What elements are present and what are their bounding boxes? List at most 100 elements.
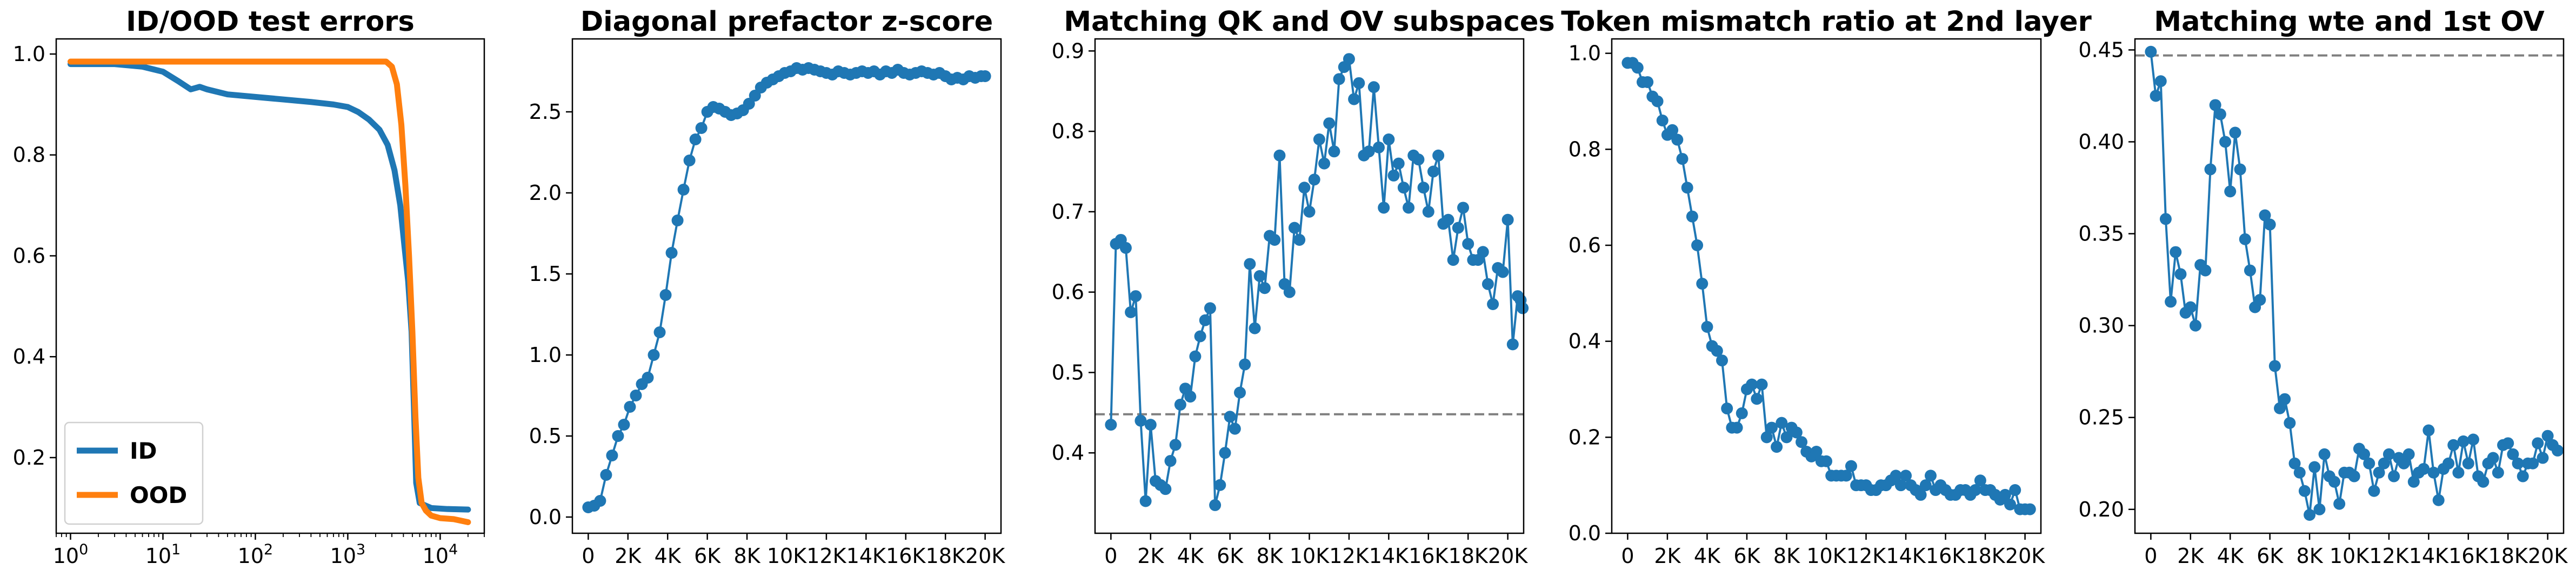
chart-4-data-point (1651, 95, 1664, 108)
chart-5-data-point (2304, 508, 2316, 521)
chart-3-series-1-line (1110, 58, 1524, 506)
chart-5-data-point (2487, 452, 2499, 464)
chart-3-data-point (1363, 145, 1375, 158)
chart-4-xtick-label: 16K (1926, 544, 1966, 568)
chart-5-data-point (2368, 485, 2380, 497)
chart-5: Matching wte and 1st OV 0 2K 4K 6K 8K 10K 12K 14… (2078, 6, 2568, 568)
chart-4-frame (1611, 38, 2042, 534)
chart-2-data-point (606, 450, 618, 461)
chart-3-data-point (1269, 233, 1281, 246)
chart-2-xtick-label: 2K (615, 544, 642, 568)
chart-2-data-point (618, 419, 630, 431)
chart-5-data-point (2532, 437, 2544, 450)
chart-1-xtick-label: 101 (145, 541, 181, 568)
chart-3-data-point (1288, 222, 1300, 234)
chart-5-data-point (2174, 268, 2187, 280)
chart-5-data-point (2293, 466, 2306, 479)
chart-5-data-point (2159, 213, 2172, 225)
chart-2-data-point (671, 214, 684, 226)
chart-5-ytick-label: 0.30 (2078, 314, 2124, 338)
chart-4-xtick-label: 10K (1806, 544, 1846, 568)
chart-4-ytick-label: 0.6 (1569, 233, 1601, 257)
chart-2-data-point (624, 401, 636, 413)
chart-3-data-point (1397, 182, 1410, 194)
chart-4-data-point (1676, 153, 1689, 165)
chart-5-data-point (2204, 163, 2217, 176)
chart-4-data-point (1721, 403, 1733, 415)
chart-5-data-point (2209, 99, 2221, 111)
chart-2-series-1-line (587, 67, 986, 508)
chart-4-data-point (1924, 470, 1937, 482)
chart-4-data-point (1840, 470, 1852, 482)
chart-3-data-point (1328, 145, 1340, 158)
chart-4-data-point (1736, 407, 1748, 419)
chart-5-data-point (2512, 457, 2524, 470)
chart-5-data-point (2418, 462, 2430, 475)
chart-4-data-point (1771, 441, 1783, 453)
chart-5-data-point (2388, 470, 2400, 482)
chart-3-data-point (1204, 302, 1216, 314)
chart-4-data-point (1780, 431, 1793, 444)
chart-5-data-point (2373, 466, 2385, 479)
chart-3-data-point (1293, 233, 1306, 246)
chart-5-data-point (2234, 163, 2246, 176)
chart-4-xtick-label: 8K (1773, 544, 1800, 568)
chart-5-data-point (2527, 457, 2539, 470)
chart-3-data-point (1343, 53, 1355, 65)
chart-4-data-point (1820, 455, 1832, 467)
chart-5-data-point (2358, 448, 2371, 460)
chart-2-data-point (677, 184, 690, 196)
chart-2-xtick-label: 20K (965, 544, 1005, 568)
chart-1-title: ID/OOD test errors (126, 6, 415, 38)
chart-5-data-point (2363, 457, 2375, 470)
chart-3-data-point (1432, 149, 1445, 162)
chart-4-data-point (1900, 470, 1912, 482)
chart-5-data-point (2254, 294, 2266, 306)
chart-4: Token mismatch ratio at 2nd layer 0 2K 4K 6K… (1561, 6, 2092, 568)
chart-2-xtick-label: 10K (767, 544, 807, 568)
chart-3-data-point (1258, 282, 1271, 294)
chart-3-xtick-label: 0 (1104, 544, 1117, 568)
chart-3-data-point (1318, 157, 1331, 170)
chart-4-ytick-label: 0.8 (1569, 137, 1601, 161)
chart-3-data-point (1139, 495, 1152, 507)
chart-1-xtick-label: 100 (53, 541, 89, 568)
chart-3-xtick-label: 4K (1177, 544, 1204, 568)
chart-3-data-point (1209, 499, 1222, 511)
chart-3-data-point (1487, 298, 1499, 310)
chart-4-ytick-label: 0.2 (1569, 425, 1601, 449)
chart-2-title: Diagonal prefactor z-score (580, 6, 993, 38)
chart-5-data-point (2427, 466, 2440, 479)
chart-3-data-point (1372, 141, 1385, 153)
chart-5-data-point (2378, 457, 2390, 470)
chart-4-data-point (1631, 62, 1644, 74)
chart-2-data-point (695, 122, 708, 134)
chart-3-data-point (1457, 202, 1470, 214)
chart-2-data-point (648, 349, 660, 361)
chart-5-data-point (2308, 461, 2321, 473)
chart-4-data-point (1671, 133, 1684, 146)
chart-3-ytick-label: 0.6 (1052, 280, 1084, 304)
chart-3-data-point (1273, 149, 1286, 162)
chart-5-data-point (2462, 457, 2474, 470)
chart-4-data-point (1691, 239, 1704, 251)
chart-2-data-point (594, 495, 606, 507)
chart-2-data-point (665, 247, 678, 259)
chart-5-ytick-label: 0.20 (2078, 498, 2124, 521)
chart-2-ytick-label: 2.5 (529, 100, 562, 124)
chart-3-data-point (1506, 338, 1519, 351)
chart-2: Diagonal prefactor z-score 0 2K 4K 6K 8K 10K 12… (529, 6, 1006, 568)
chart-3-data-point (1125, 306, 1137, 318)
chart-4-data-point (2024, 503, 2036, 515)
chart-5-data-point (2154, 75, 2167, 88)
chart-5-xtick-label: 10K (2330, 544, 2370, 568)
chart-5-ytick-label: 0.35 (2078, 222, 2124, 246)
chart-3-data-point (1403, 202, 1415, 214)
chart-4-data-point (1999, 488, 2011, 501)
chart-4-data-point (1894, 479, 1907, 492)
chart-3-data-point (1348, 93, 1360, 105)
chart-3-frame (1094, 38, 1525, 534)
chart-3-xtick-label: 20K (1488, 544, 1528, 568)
chart-3-data-point (1333, 73, 1345, 85)
